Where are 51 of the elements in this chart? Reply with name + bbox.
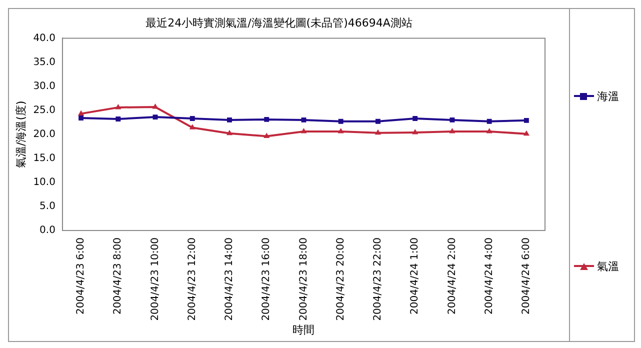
point — [524, 118, 529, 123]
point — [523, 130, 530, 136]
point — [190, 116, 195, 121]
x-tick-label: 2004/4/23 6:00 — [76, 238, 87, 314]
point — [226, 130, 233, 136]
x-tick-label: 2004/4/23 22:00 — [372, 238, 384, 321]
point — [486, 128, 492, 134]
point — [375, 118, 380, 124]
x-tick-label: 2004/4/23 18:00 — [298, 238, 310, 321]
x-tick-label: 2004/4/23 14:00 — [224, 238, 236, 321]
x-tick-label: 2004/4/23 20:00 — [335, 238, 346, 321]
point — [449, 128, 456, 134]
point — [227, 117, 232, 122]
y-tick-label: 0.0 — [40, 225, 56, 236]
point — [264, 132, 270, 138]
point — [486, 118, 492, 124]
point — [301, 117, 306, 122]
y-tick-label: 20.0 — [33, 128, 56, 140]
x-tick-label: 2004/4/23 16:00 — [261, 238, 272, 321]
point — [78, 110, 84, 116]
chart-title: 最近24小時實測氣溫/海溫變化圖(未品管)46694A測站 — [146, 16, 412, 30]
x-tick-label: 2004/4/24 2:00 — [446, 238, 458, 314]
y-tick-label: 10.0 — [33, 177, 56, 188]
x-tick-label: 2004/4/23 8:00 — [112, 238, 124, 314]
point — [338, 118, 344, 124]
x-tick-label: 2004/4/24 6:00 — [521, 238, 532, 314]
point — [152, 114, 158, 120]
point — [412, 128, 418, 134]
legend-label: 氣溫 — [597, 259, 619, 274]
point — [412, 116, 418, 121]
point — [115, 104, 122, 110]
y-axis-title: 氣溫/海溫(度) — [14, 100, 28, 168]
x-axis-title: 時間 — [292, 323, 315, 336]
point — [338, 128, 344, 134]
x-tick-label: 2004/4/24 1:00 — [410, 238, 421, 314]
point — [450, 117, 455, 122]
y-tick-label: 35.0 — [33, 56, 56, 68]
x-tick-label: 2004/4/23 12:00 — [186, 238, 198, 321]
x-tick-label: 2004/4/24 4:00 — [484, 238, 495, 314]
point — [116, 116, 121, 122]
y-tick-label: 15.0 — [33, 153, 56, 164]
y-tick-label: 25.0 — [33, 104, 56, 116]
point — [78, 116, 84, 120]
point — [189, 124, 196, 130]
legend-label: 海溫 — [597, 89, 619, 104]
point — [264, 116, 270, 122]
y-tick-label: 5.0 — [40, 201, 56, 212]
x-tick-label: 2004/4/23 10:00 — [150, 238, 161, 321]
point — [374, 129, 381, 135]
y-tick-label: 30.0 — [33, 80, 56, 92]
y-tick-label: 40.0 — [33, 32, 56, 44]
